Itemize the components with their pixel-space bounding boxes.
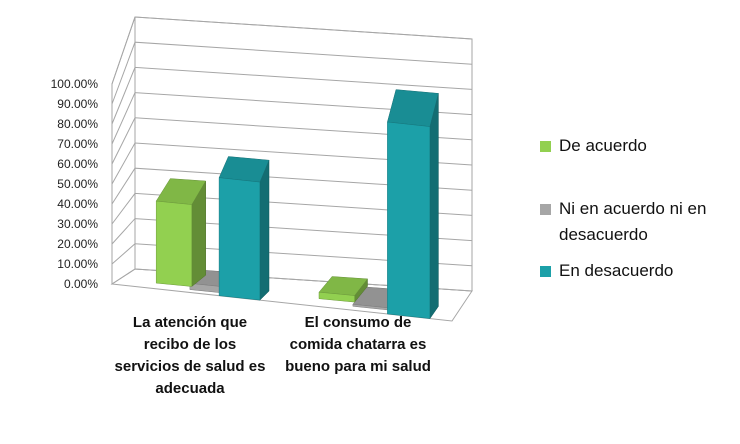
legend-label-line: En desacuerdo — [559, 261, 674, 280]
y-axis-ticks: 0.00% 10.00% 20.00% 30.00% 40.00% 50.00% 60.00… — [51, 77, 99, 291]
legend-item: De acuerdo — [540, 133, 739, 159]
gridline — [111, 218, 473, 245]
x-category-label-line: La atención que — [132, 314, 248, 331]
y-tick-label: 80.00% — [57, 117, 98, 131]
x-category-label-line: bueno para mi salud — [285, 358, 431, 375]
legend-swatch — [540, 266, 551, 277]
x-category-label-line: servicios de salud es — [114, 358, 266, 375]
x-category-label: El consumo de comida chatarra es bueno par… — [268, 312, 448, 378]
bar-en-desacuerdo-2 — [387, 89, 439, 320]
chart-side-wall — [111, 16, 136, 285]
chart-bars — [155, 89, 439, 320]
gridline — [111, 142, 473, 185]
gridline — [111, 66, 473, 125]
x-category-label-line: El consumo de — [304, 314, 412, 331]
bar-de-acuerdo-1 — [155, 178, 207, 288]
legend-item: Ni en acuerdo ni en desacuerdo — [540, 196, 739, 248]
legend-label-line: desacuerdo — [559, 225, 648, 244]
legend-item: En desacuerdo — [540, 258, 739, 284]
bar-de-acuerdo-2 — [318, 276, 368, 303]
x-category-label: La atención que recibo de los servicios de… — [100, 312, 280, 400]
gridline — [111, 192, 473, 225]
legend-label: De acuerdo — [559, 133, 739, 159]
y-tick-label: 100.00% — [51, 77, 99, 91]
legend-label-line: Ni en acuerdo ni en — [559, 199, 707, 218]
gridline — [111, 92, 473, 145]
legend-label-line: De acuerdo — [559, 136, 647, 155]
gridline — [111, 41, 473, 105]
y-tick-label: 60.00% — [57, 157, 98, 171]
legend-label: Ni en acuerdo ni en desacuerdo — [559, 196, 739, 248]
x-category-label-line: adecuada — [155, 380, 225, 397]
y-tick-label: 70.00% — [57, 137, 98, 151]
y-tick-label: 10.00% — [57, 257, 98, 271]
gridline — [111, 117, 473, 165]
y-tick-label: 20.00% — [57, 237, 98, 251]
y-tick-label: 0.00% — [64, 277, 98, 291]
y-tick-label: 90.00% — [57, 97, 98, 111]
y-tick-label: 30.00% — [57, 217, 98, 231]
legend-swatch — [540, 204, 551, 215]
y-tick-label: 50.00% — [57, 177, 98, 191]
bar-en-desacuerdo-1 — [218, 156, 270, 301]
y-tick-label: 40.00% — [57, 197, 98, 211]
legend-label: En desacuerdo — [559, 258, 739, 284]
x-category-label-line: recibo de los — [143, 336, 237, 353]
legend-swatch — [540, 141, 551, 152]
x-category-label-line: comida chatarra es — [289, 336, 427, 353]
gridline — [111, 167, 473, 205]
gridline — [111, 243, 473, 267]
gridline — [111, 16, 473, 85]
